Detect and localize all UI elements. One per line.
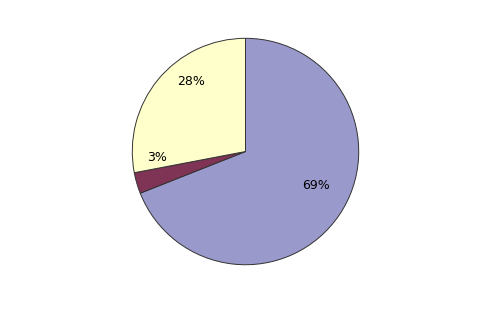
Text: 3%: 3% — [147, 151, 167, 164]
Wedge shape — [140, 38, 359, 265]
Text: 28%: 28% — [177, 75, 205, 88]
Wedge shape — [134, 152, 246, 193]
Text: 69%: 69% — [302, 179, 329, 192]
Wedge shape — [132, 38, 246, 173]
